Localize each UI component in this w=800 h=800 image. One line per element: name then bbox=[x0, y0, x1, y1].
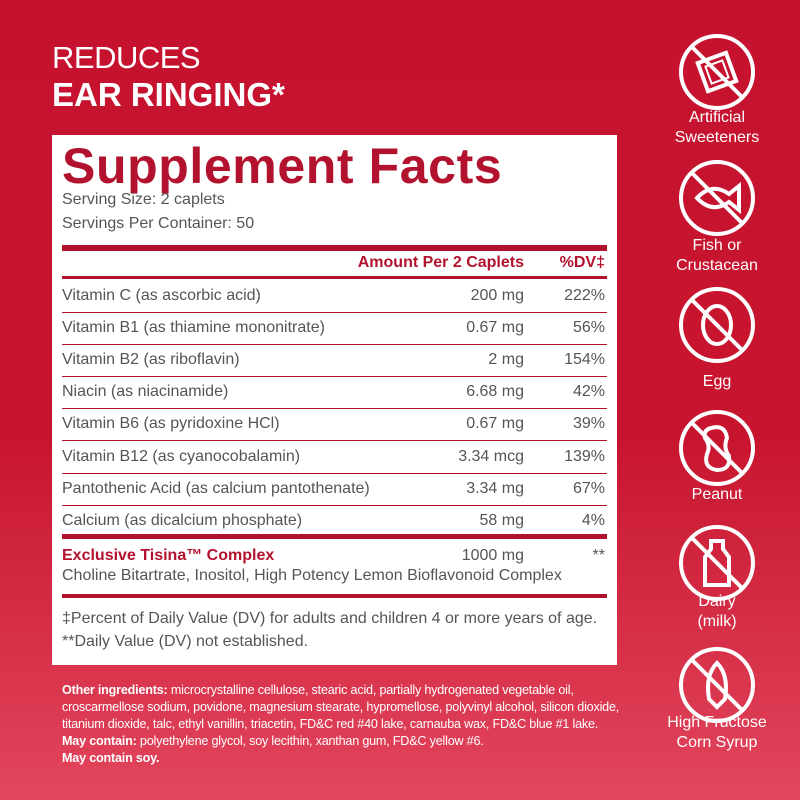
nutrient-amount: 6.68 mg bbox=[466, 383, 524, 401]
complex-ingredients: Choline Bitartrate, Inositol, High Poten… bbox=[62, 567, 562, 584]
row-divider bbox=[62, 504, 607, 506]
free-from-label: Egg bbox=[702, 373, 732, 390]
icon-egg bbox=[679, 287, 755, 363]
footnote: ‡Percent of Daily Value (DV) for adults … bbox=[62, 610, 598, 627]
free-from-label: Crustacean bbox=[676, 257, 758, 274]
servings-per-container: Servings Per Container: 50 bbox=[62, 215, 255, 232]
icon-fish bbox=[679, 160, 755, 236]
free-from-label: Peanut bbox=[691, 486, 743, 503]
free-from-label: High Fructose bbox=[667, 714, 767, 731]
nutrient-amount: 2 mg bbox=[488, 351, 524, 369]
rule bbox=[62, 245, 607, 251]
rule bbox=[62, 594, 607, 598]
row-divider bbox=[62, 344, 607, 346]
icons bbox=[679, 34, 755, 723]
nutrient-name: Vitamin B6 (as pyridoxine HCl) bbox=[62, 415, 280, 433]
icon-peanut bbox=[679, 410, 755, 486]
nutrient-amount: 3.34 mcg bbox=[458, 447, 524, 465]
row-divider bbox=[62, 472, 607, 474]
row-divider bbox=[62, 376, 607, 378]
nutrient-dv: 222% bbox=[564, 287, 605, 304]
icon-dairy bbox=[679, 525, 755, 601]
column-header: %DV‡ bbox=[559, 254, 605, 271]
nutrient-name: Vitamin C (as ascorbic acid) bbox=[62, 287, 261, 304]
facts-title: Supplement Facts bbox=[62, 138, 503, 194]
row-divider bbox=[62, 408, 607, 410]
complex-dv: ** bbox=[592, 547, 605, 564]
label: May contain: bbox=[62, 734, 137, 748]
nutrient-dv: 139% bbox=[564, 447, 605, 465]
free-from-label: Corn Syrup bbox=[676, 734, 758, 751]
text: May contain soy. bbox=[62, 751, 160, 765]
serving-size: Serving Size: 2 caplets bbox=[62, 191, 225, 208]
icon-sweetener bbox=[679, 34, 755, 110]
complex-amount: 1000 mg bbox=[461, 547, 524, 564]
nutrient-name: Vitamin B2 (as riboflavin) bbox=[62, 351, 240, 369]
complex-name: Exclusive Tisina™ Complex bbox=[62, 547, 275, 564]
nutrient-name: Vitamin B12 (as cyanocobalamin) bbox=[62, 447, 301, 465]
nutrient-amount: 3.34 mg bbox=[466, 479, 524, 497]
free-from-label: Fish or bbox=[692, 237, 742, 254]
nutrient-dv: 154% bbox=[564, 351, 605, 369]
nutrient-amount: 200 mg bbox=[470, 287, 524, 304]
nutrient-amount: 0.67 mg bbox=[466, 319, 524, 337]
footnote: **Daily Value (DV) not established. bbox=[62, 633, 309, 650]
free-from-label: (milk) bbox=[697, 613, 737, 630]
row-divider bbox=[62, 440, 607, 442]
facts-panel: Supplement Facts Serving Size: 2 caplets… bbox=[52, 135, 617, 665]
rule bbox=[62, 276, 607, 279]
free-from-label: Artificial bbox=[688, 109, 745, 126]
nutrient-dv: 39% bbox=[572, 415, 605, 433]
free-from-label: Sweeteners bbox=[674, 129, 760, 146]
nutrient-name: Vitamin B1 (as thiamine mononitrate) bbox=[62, 319, 325, 337]
rule bbox=[62, 534, 607, 539]
free-from-label: Dairy bbox=[698, 593, 736, 610]
nutrient-name: Niacin (as niacinamide) bbox=[62, 383, 229, 401]
nutrient-amount: 0.67 mg bbox=[466, 415, 524, 433]
column-header: Amount Per 2 Caplets bbox=[357, 254, 524, 271]
nutrient-dv: 56% bbox=[572, 319, 605, 337]
nutrient-name: Pantothenic Acid (as calcium pantothenat… bbox=[62, 479, 370, 497]
header-line1: REDUCES bbox=[52, 40, 201, 75]
text: microcrystalline cellulose, stearic acid… bbox=[62, 683, 620, 731]
other-ingredients: Other ingredients: microcrystalline cell… bbox=[62, 682, 622, 767]
nutrient-dv: 4% bbox=[581, 511, 605, 529]
nutrient-dv: 42% bbox=[572, 383, 605, 401]
nutrient-dv: 67% bbox=[572, 479, 605, 497]
icon-corn bbox=[679, 647, 755, 723]
header-line2: EAR RINGING* bbox=[52, 76, 285, 113]
text: polyethylene glycol, soy lecithin, xanth… bbox=[139, 734, 484, 748]
nutrient-amount: 58 mg bbox=[479, 511, 524, 529]
row-divider bbox=[62, 312, 607, 313]
nutrient-name: Calcium (as dicalcium phosphate) bbox=[62, 511, 303, 529]
label: Other ingredients: bbox=[62, 683, 168, 697]
